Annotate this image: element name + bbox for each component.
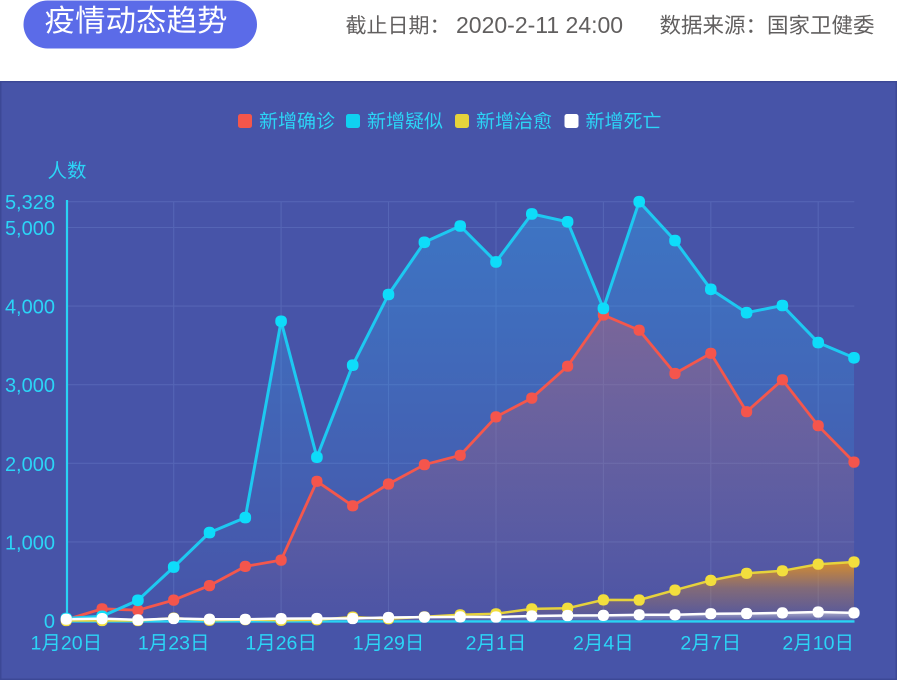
svg-text:2,000: 2,000 [5,454,55,476]
svg-text:2020-2-11 24:00: 2020-2-11 24:00 [456,12,623,38]
svg-text:1,000: 1,000 [5,532,55,554]
svg-text:2: 2 [573,633,584,655]
svg-text:0: 0 [44,611,55,633]
svg-text:20: 20 [61,633,83,655]
svg-text:4: 4 [603,633,614,655]
svg-text:2: 2 [782,633,793,655]
svg-text:1: 1 [496,633,507,655]
svg-text:1: 1 [138,633,149,655]
svg-text:1: 1 [31,633,42,655]
svg-text:5,000: 5,000 [5,218,55,240]
svg-text:5,328: 5,328 [5,192,55,214]
svg-text:26: 26 [276,633,298,655]
svg-text:3,000: 3,000 [5,375,55,397]
svg-text:10: 10 [813,633,835,655]
svg-text:2: 2 [466,633,477,655]
svg-text:23: 23 [168,633,190,655]
svg-text:1: 1 [353,633,364,655]
svg-text:29: 29 [383,633,405,655]
svg-text:2: 2 [680,633,691,655]
svg-text:1: 1 [245,633,256,655]
svg-text:4,000: 4,000 [5,297,55,319]
svg-text:7: 7 [711,633,722,655]
